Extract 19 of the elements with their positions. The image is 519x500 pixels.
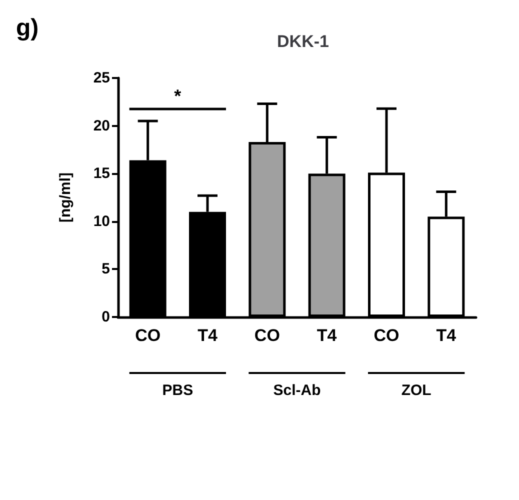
y-tick-label: 5 bbox=[102, 260, 110, 278]
x-tick-label: T4 bbox=[316, 326, 338, 345]
text: Scl-Ab bbox=[273, 382, 321, 399]
y-axis-title: [ng/ml] bbox=[57, 172, 74, 222]
text: g) bbox=[16, 14, 39, 42]
y-tick-label: 0 bbox=[102, 308, 110, 326]
x-tick-label: T4 bbox=[198, 326, 218, 345]
annotation: * bbox=[174, 86, 182, 106]
text: ZOL bbox=[401, 382, 432, 399]
y-tick-label: 25 bbox=[93, 70, 110, 86]
y-tick-label: 20 bbox=[93, 117, 110, 134]
x-tick-label: CO bbox=[374, 326, 400, 345]
x-tick-label: CO bbox=[254, 326, 280, 345]
x-tick-label: CO bbox=[135, 326, 161, 345]
y-tick-label: 15 bbox=[93, 165, 110, 182]
text: PBS bbox=[162, 382, 194, 399]
x-tick-label: T4 bbox=[436, 326, 457, 345]
y-tick-label: 10 bbox=[93, 212, 110, 230]
chart-title: DKK-1 bbox=[277, 32, 329, 51]
